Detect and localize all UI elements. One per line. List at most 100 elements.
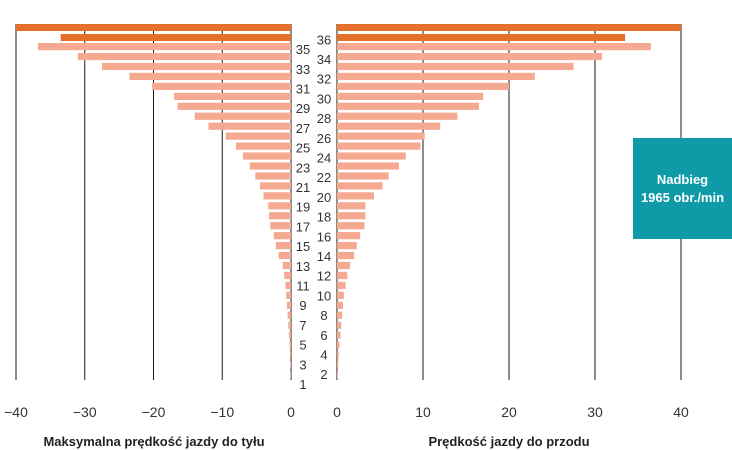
gear-label-1: 1 bbox=[299, 377, 306, 392]
x-tick-labels: −40 −30 −20 −10 0 0 10 20 30 40 bbox=[4, 404, 689, 420]
forward-bar-8 bbox=[337, 122, 441, 130]
x-tick-left-0: −40 bbox=[4, 404, 28, 420]
overdrive-badge: Nadbieg 1965 obr./min bbox=[633, 138, 732, 239]
gear-label-19: 19 bbox=[296, 200, 310, 215]
forward-bar-28 bbox=[337, 321, 342, 329]
forward-bar-14 bbox=[337, 182, 383, 190]
x-tick-left-4: 0 bbox=[287, 404, 295, 420]
forward-bar-25 bbox=[337, 291, 344, 299]
reverse-bar-13 bbox=[255, 172, 291, 180]
reverse-bar-23 bbox=[284, 271, 291, 280]
forward-highlight-bar-0 bbox=[337, 24, 681, 31]
gear-label-21: 21 bbox=[296, 180, 310, 195]
reverse-bar-2 bbox=[101, 62, 291, 71]
forward-bar-33 bbox=[337, 371, 338, 379]
gear-label-31: 31 bbox=[296, 82, 310, 97]
gear-label-35: 35 bbox=[296, 42, 310, 57]
forward-bar-26 bbox=[337, 301, 344, 309]
reverse-bar-0 bbox=[38, 43, 291, 51]
forward-bar-15 bbox=[337, 192, 374, 200]
gear-label-28: 28 bbox=[317, 111, 331, 126]
forward-bar-7 bbox=[337, 112, 458, 120]
forward-bar-22 bbox=[337, 261, 350, 270]
forward-bar-29 bbox=[337, 331, 341, 339]
gear-label-22: 22 bbox=[317, 170, 331, 185]
forward-bar-13 bbox=[337, 172, 389, 180]
left-x-axis-label: Maksymalna prędkość jazdy do tyłu bbox=[43, 434, 264, 449]
gear-label-15: 15 bbox=[296, 239, 310, 254]
reverse-bar-1 bbox=[77, 52, 291, 61]
forward-bar-21 bbox=[337, 251, 355, 260]
reverse-bar-20 bbox=[275, 242, 291, 250]
reverse-bar-27 bbox=[287, 311, 291, 319]
reverse-bar-3 bbox=[129, 72, 291, 81]
forward-bar-9 bbox=[337, 132, 425, 140]
reverse-bar-16 bbox=[268, 202, 291, 210]
x-tick-right-3: 30 bbox=[587, 404, 603, 420]
gear-label-24: 24 bbox=[317, 150, 331, 165]
gear-label-3: 3 bbox=[299, 357, 306, 372]
reverse-bar-31 bbox=[289, 351, 291, 359]
gear-label-23: 23 bbox=[296, 160, 310, 175]
gear-label-25: 25 bbox=[296, 141, 310, 156]
reverse-bar-21 bbox=[278, 251, 291, 260]
gear-label-2: 2 bbox=[320, 367, 327, 382]
reverse-bar-32 bbox=[290, 361, 291, 369]
forward-bar-18 bbox=[337, 222, 365, 230]
reverse-bar-30 bbox=[289, 341, 291, 349]
reverse-bar-6 bbox=[177, 102, 291, 110]
reverse-highlight-bar-1 bbox=[60, 34, 291, 41]
reverse-bar-25 bbox=[286, 291, 291, 299]
gear-label-14: 14 bbox=[317, 249, 331, 264]
forward-bar-0 bbox=[337, 43, 651, 51]
reverse-bar-28 bbox=[288, 321, 291, 329]
reverse-bar-5 bbox=[174, 92, 291, 100]
gear-label-5: 5 bbox=[299, 338, 306, 353]
reverse-bar-22 bbox=[282, 261, 291, 270]
forward-highlight-bar-1 bbox=[337, 34, 626, 41]
x-tick-left-1: −30 bbox=[73, 404, 97, 420]
reverse-bar-9 bbox=[225, 132, 291, 140]
forward-bar-30 bbox=[337, 341, 340, 349]
forward-bar-12 bbox=[337, 162, 399, 170]
gear-label-29: 29 bbox=[296, 101, 310, 116]
forward-bar-32 bbox=[337, 361, 339, 369]
gear-label-17: 17 bbox=[296, 219, 310, 234]
gear-label-7: 7 bbox=[299, 318, 306, 333]
reverse-bar-26 bbox=[286, 301, 291, 309]
reverse-bar-18 bbox=[270, 222, 291, 230]
reverse-bars bbox=[16, 24, 291, 379]
forward-bars bbox=[337, 24, 681, 379]
reverse-bar-14 bbox=[260, 182, 291, 190]
x-tick-right-2: 20 bbox=[501, 404, 517, 420]
gear-label-26: 26 bbox=[317, 131, 331, 146]
x-tick-right-4: 40 bbox=[673, 404, 689, 420]
forward-bar-5 bbox=[337, 92, 484, 100]
forward-bar-6 bbox=[337, 102, 479, 110]
gear-label-36: 36 bbox=[317, 32, 331, 47]
gear-label-16: 16 bbox=[317, 229, 331, 244]
gear-labels: 3533312927252321191715131197531363432302… bbox=[296, 32, 331, 392]
forward-bar-11 bbox=[337, 152, 406, 160]
forward-bar-31 bbox=[337, 351, 339, 359]
gear-label-6: 6 bbox=[320, 328, 327, 343]
reverse-bar-29 bbox=[288, 331, 291, 339]
reverse-bar-11 bbox=[242, 152, 291, 160]
gear-label-13: 13 bbox=[296, 259, 310, 274]
gear-label-10: 10 bbox=[317, 288, 331, 303]
forward-bar-24 bbox=[337, 281, 346, 289]
reverse-bar-12 bbox=[249, 162, 291, 170]
x-tick-left-2: −20 bbox=[142, 404, 166, 420]
reverse-bar-19 bbox=[273, 232, 291, 240]
reverse-bar-8 bbox=[208, 122, 291, 130]
badge-title: Nadbieg bbox=[656, 171, 709, 187]
gear-label-34: 34 bbox=[317, 52, 331, 67]
gear-label-9: 9 bbox=[299, 298, 306, 313]
reverse-bar-10 bbox=[236, 142, 291, 150]
forward-bar-16 bbox=[337, 202, 366, 210]
forward-bar-23 bbox=[337, 271, 348, 280]
forward-bar-17 bbox=[337, 212, 366, 220]
gear-label-18: 18 bbox=[317, 210, 331, 225]
forward-bar-1 bbox=[337, 52, 602, 61]
